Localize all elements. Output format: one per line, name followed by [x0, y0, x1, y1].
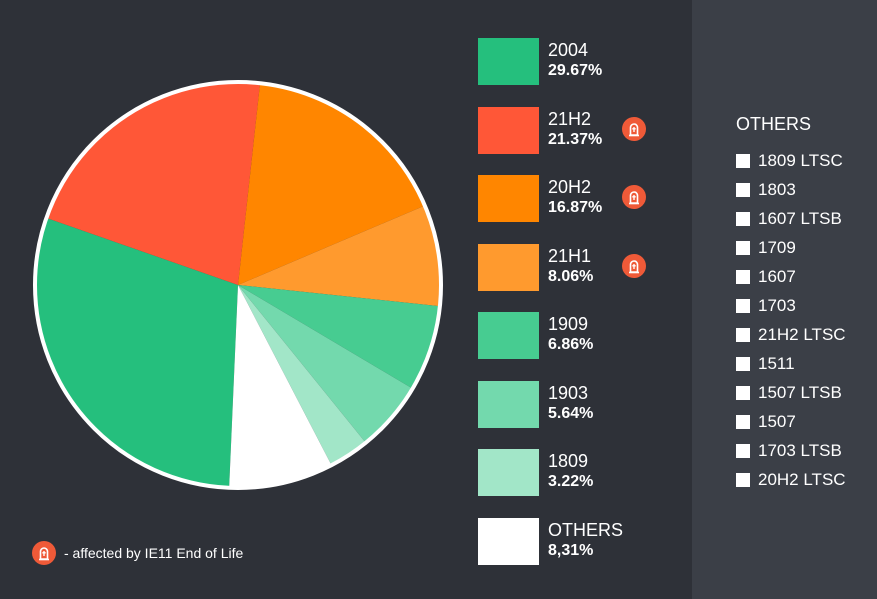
others-item-label: 1607 LTSB	[758, 209, 842, 228]
others-item-label: 1709	[758, 238, 796, 257]
legend-swatch	[478, 449, 539, 496]
square-bullet-icon	[736, 415, 750, 429]
square-bullet-icon	[736, 212, 750, 226]
pie-slice-others	[229, 285, 332, 488]
legend-swatch	[478, 107, 539, 154]
others-panel	[692, 0, 877, 599]
legend-swatch	[478, 244, 539, 291]
square-bullet-icon	[736, 473, 750, 487]
legend-value: 29.67%	[548, 62, 603, 79]
square-bullet-icon	[736, 154, 750, 168]
legend-label: OTHERS	[548, 520, 624, 540]
legend-swatch	[478, 518, 539, 565]
square-bullet-icon	[736, 328, 750, 342]
legend-value: 5.64%	[548, 405, 594, 422]
others-item-label: 1803	[758, 180, 796, 199]
square-bullet-icon	[736, 444, 750, 458]
others-item-label: 1703 LTSB	[758, 441, 842, 460]
pie-slice-2004	[36, 218, 238, 487]
square-bullet-icon	[736, 386, 750, 400]
tombstone-icon	[32, 541, 56, 565]
pie-slice-1909	[238, 285, 439, 389]
square-bullet-icon	[736, 270, 750, 284]
footnote-text: - affected by IE11 End of Life	[64, 545, 244, 561]
legend-label: 21H2	[548, 109, 592, 129]
others-item-label: 1511	[758, 354, 795, 373]
pie-slice-21h1	[238, 205, 441, 307]
pie-slice-21h2	[47, 83, 260, 285]
others-item-label: 1507	[758, 412, 796, 431]
legend-value: 8,31%	[548, 542, 594, 559]
pie-slice-20h2	[238, 84, 424, 285]
legend-swatch	[478, 175, 539, 222]
legend-label: 20H2	[548, 177, 592, 197]
legend-swatch	[478, 312, 539, 359]
legend-label: 1909	[548, 314, 589, 334]
square-bullet-icon	[736, 357, 750, 371]
pie-slice-1809	[238, 285, 366, 465]
square-bullet-icon	[736, 299, 750, 313]
others-item-label: 21H2 LTSC	[758, 325, 846, 344]
legend-value: 3.22%	[548, 473, 594, 490]
pie-chart	[33, 80, 443, 490]
legend-swatch	[478, 38, 539, 85]
others-item-label: 20H2 LTSC	[758, 470, 846, 489]
legend-label: 2004	[548, 40, 589, 60]
legend-value: 16.87%	[548, 199, 603, 216]
others-item-label: 1809 LTSC	[758, 151, 843, 170]
tombstone-icon	[622, 185, 646, 209]
square-bullet-icon	[736, 183, 750, 197]
legend-label: 1809	[548, 451, 589, 471]
others-item-label: 1703	[758, 296, 796, 315]
legend-value: 21.37%	[548, 131, 603, 148]
tombstone-icon	[622, 254, 646, 278]
pie-outline	[33, 80, 443, 490]
pie-slice-1903	[238, 285, 412, 442]
legend-swatch	[478, 381, 539, 428]
legend-value: 8.06%	[548, 268, 594, 285]
legend-value: 6.86%	[548, 336, 594, 353]
square-bullet-icon	[736, 241, 750, 255]
legend-label: 21H1	[548, 246, 592, 266]
others-item-label: 1507 LTSB	[758, 383, 842, 402]
others-title: OTHERS	[736, 114, 812, 134]
tombstone-icon	[622, 117, 646, 141]
legend-label: 1903	[548, 383, 589, 403]
others-item-label: 1607	[758, 267, 796, 286]
